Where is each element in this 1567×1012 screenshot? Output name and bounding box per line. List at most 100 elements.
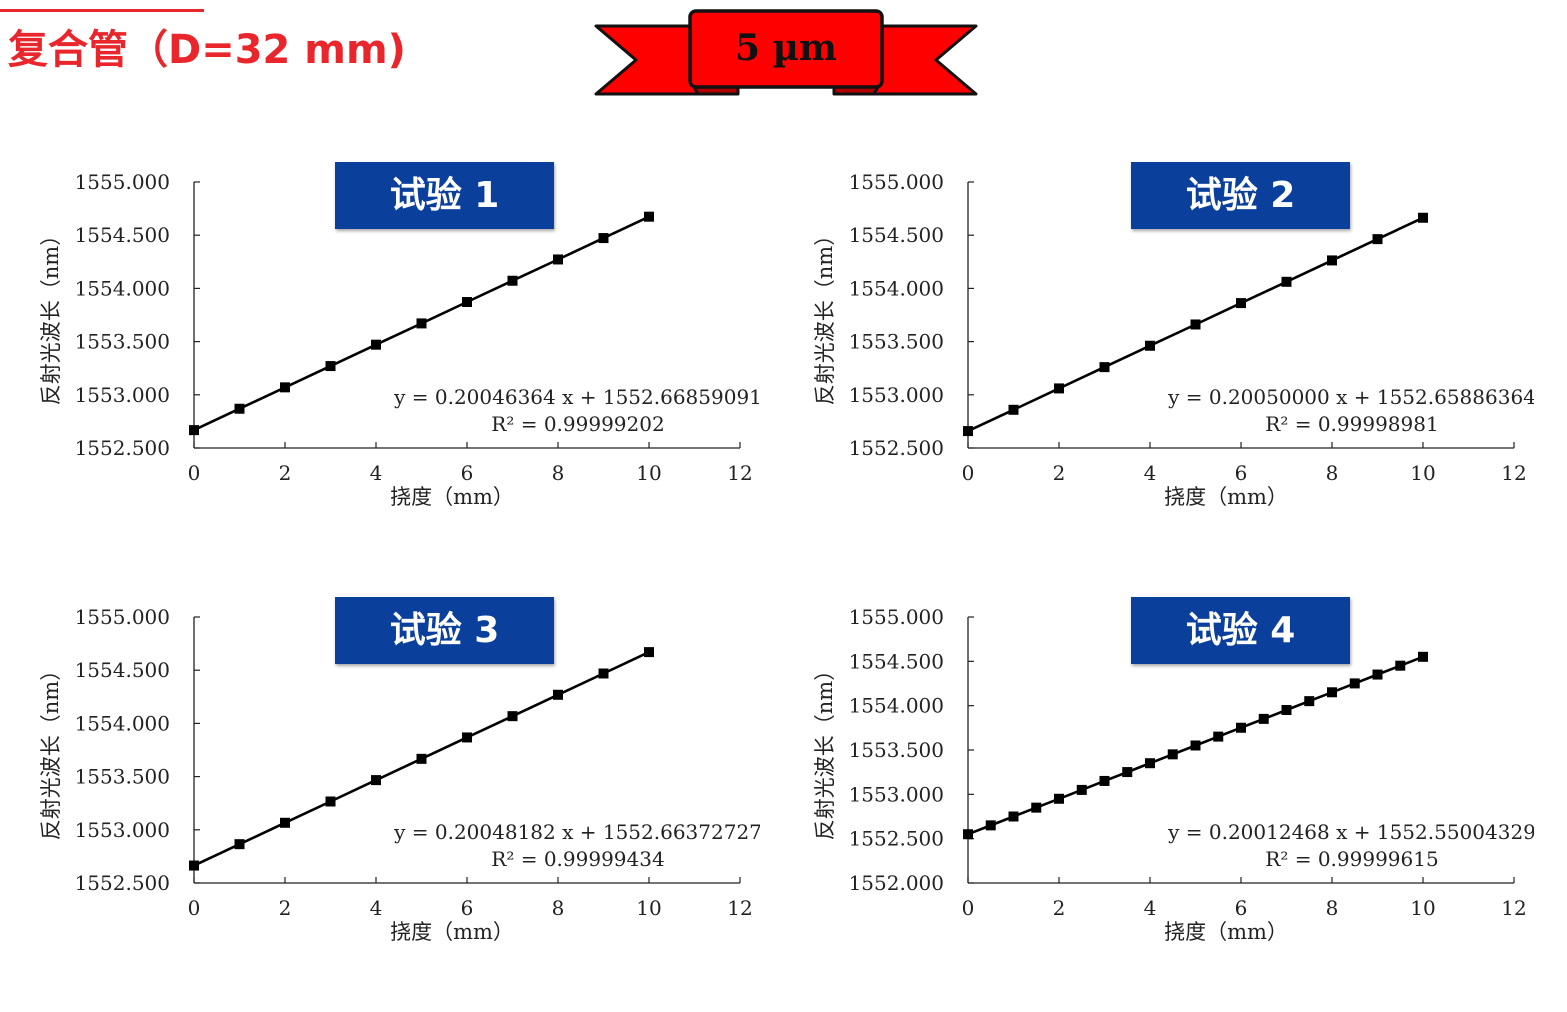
x-tick-label: 8 — [552, 461, 565, 485]
data-point — [963, 426, 973, 437]
page-title: 复合管（D=32 mm) — [8, 27, 406, 73]
data-point — [280, 382, 290, 393]
data-point — [1122, 767, 1133, 778]
y-tick-label: 1555.000 — [75, 605, 170, 629]
y-axis-title: 反射光波长（nm） — [813, 225, 837, 405]
data-point — [644, 211, 654, 222]
data-point — [1099, 775, 1110, 786]
chart-trial-4: 1552.000 1552.500 1553.000 1553.500 1554.000… — [813, 605, 1534, 944]
y-axis-title: 反射光波长（nm） — [39, 225, 63, 405]
data-point — [1008, 404, 1019, 415]
x-tick-label: 10 — [1410, 896, 1435, 920]
title-accent-line — [0, 9, 204, 12]
y-tick-label: 1552.500 — [849, 436, 944, 460]
x-tick-label: 12 — [727, 896, 752, 920]
y-tick-label: 1553.000 — [75, 383, 170, 407]
y-tick-label: 1555.000 — [849, 170, 944, 194]
x-tick-label: 4 — [1144, 896, 1157, 920]
data-point — [1076, 784, 1087, 795]
x-tick-label: 2 — [1053, 896, 1066, 920]
data-point — [1236, 298, 1246, 309]
x-axis-title: 挠度（mm） — [390, 485, 514, 509]
y-tick-label: 1552.000 — [849, 871, 944, 895]
data-point — [1372, 234, 1383, 245]
data-point — [644, 647, 654, 658]
x-tick-label: 6 — [461, 896, 474, 920]
y-tick-label: 1554.000 — [75, 276, 170, 300]
data-point — [1213, 731, 1224, 742]
x-tick-label: 0 — [188, 461, 201, 485]
data-point — [325, 796, 336, 807]
data-point — [963, 829, 973, 840]
x-tick-label: 8 — [552, 896, 565, 920]
x-tick-label: 2 — [279, 896, 292, 920]
data-point — [325, 361, 336, 372]
x-tick-label: 8 — [1326, 896, 1339, 920]
x-tick-label: 0 — [962, 461, 975, 485]
y-tick-label: 1553.500 — [75, 330, 170, 354]
data-point — [371, 339, 381, 350]
data-point — [416, 318, 427, 329]
data-point — [1054, 383, 1064, 394]
data-point — [1145, 758, 1155, 769]
data-point — [189, 425, 199, 436]
data-point — [416, 753, 427, 764]
data-point — [985, 820, 996, 831]
y-tick-label: 1554.000 — [849, 694, 944, 718]
x-tick-label: 10 — [1410, 461, 1435, 485]
x-axis-title: 挠度（mm） — [390, 920, 514, 944]
data-point — [462, 732, 472, 743]
y-axis-title: 反射光波长（nm） — [813, 660, 837, 840]
x-tick-label: 0 — [188, 896, 201, 920]
trial-2-label: 试验 2 — [1131, 162, 1350, 229]
x-tick-label: 12 — [727, 461, 752, 485]
data-point — [598, 668, 609, 679]
data-point — [507, 711, 518, 722]
data-point — [1281, 705, 1292, 716]
x-tick-label: 12 — [1501, 461, 1526, 485]
y-tick-label: 1553.000 — [75, 818, 170, 842]
y-tick-label: 1553.500 — [849, 330, 944, 354]
x-tick-label: 2 — [1053, 461, 1066, 485]
data-point — [1327, 255, 1337, 266]
y-tick-label: 1553.500 — [75, 765, 170, 789]
y-tick-label: 1554.500 — [849, 223, 944, 247]
x-axis-title: 挠度（mm） — [1164, 920, 1288, 944]
data-point — [189, 860, 199, 871]
data-point — [1099, 362, 1110, 373]
data-point — [1167, 749, 1178, 760]
y-tick-label: 1554.500 — [849, 649, 944, 673]
r-squared: R² = 0.99999615 — [1265, 847, 1438, 871]
x-tick-label: 4 — [370, 461, 383, 485]
x-tick-label: 4 — [370, 896, 383, 920]
x-tick-label: 6 — [1235, 461, 1248, 485]
trendline-equation: y = 0.20012468 x + 1552.55004329 — [1167, 820, 1534, 844]
trial-1-label: 试验 1 — [335, 162, 554, 229]
data-point — [1281, 276, 1292, 287]
data-point — [1258, 713, 1269, 724]
data-point — [1008, 811, 1019, 822]
trendline-equation: y = 0.20048182 x + 1552.66372727 — [393, 820, 760, 844]
data-point — [234, 403, 245, 414]
y-tick-label: 1552.500 — [75, 871, 170, 895]
ribbon-right-tail — [872, 24, 978, 96]
y-tick-label: 1553.000 — [849, 782, 944, 806]
x-axis-title: 挠度（mm） — [1164, 485, 1288, 509]
chart-trial-2: 1552.500 1553.000 1553.500 1554.000 1554.500… — [813, 170, 1534, 509]
data-point — [1190, 319, 1201, 330]
ribbon-left-tail — [594, 24, 700, 96]
data-point — [1031, 802, 1042, 813]
y-tick-label: 1554.500 — [75, 223, 170, 247]
y-tick-label: 1553.000 — [849, 383, 944, 407]
data-point — [598, 233, 609, 244]
ribbon-center — [688, 9, 884, 89]
y-tick-label: 1554.500 — [75, 658, 170, 682]
y-tick-label: 1552.500 — [849, 827, 944, 851]
data-point — [462, 297, 472, 308]
data-point — [1236, 722, 1246, 733]
y-tick-label: 1554.000 — [75, 711, 170, 735]
y-tick-label: 1553.500 — [849, 738, 944, 762]
data-point — [553, 254, 563, 265]
data-point — [1190, 740, 1201, 751]
trial-4-label: 试验 4 — [1131, 597, 1350, 664]
